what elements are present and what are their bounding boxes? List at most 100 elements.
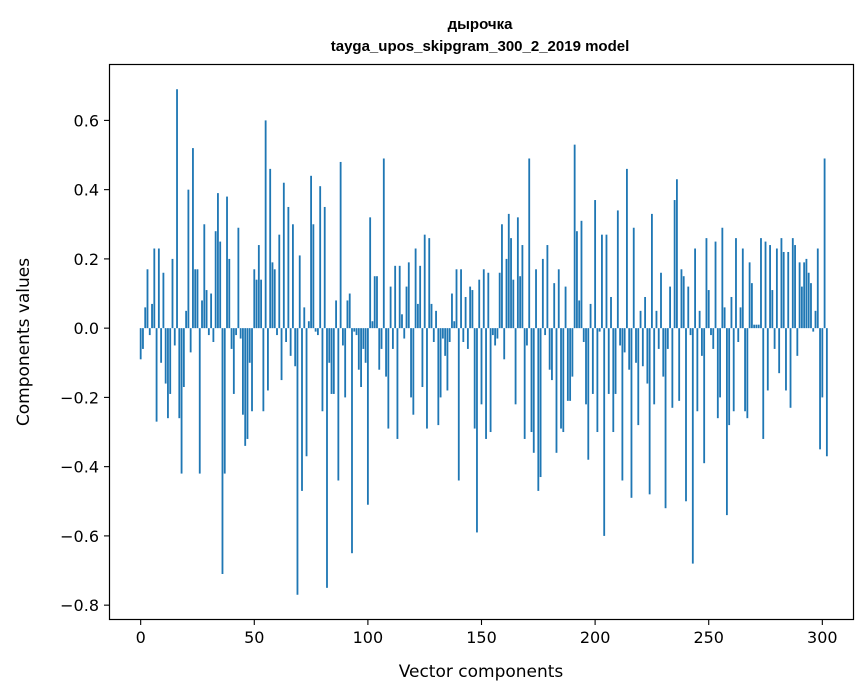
bar-273: [760, 238, 762, 329]
bar-105: [378, 328, 381, 370]
bar-98: [362, 328, 365, 349]
bar-33: [214, 231, 217, 329]
bar-175: [537, 328, 540, 491]
bar-121: [414, 248, 417, 329]
bar-292: [803, 262, 806, 329]
bar-53: [260, 279, 263, 329]
bar-76: [312, 224, 315, 329]
x-tick-label: 200: [580, 628, 611, 647]
bar-285: [787, 251, 790, 329]
bar-119: [410, 328, 412, 398]
x-tick-label: 100: [353, 628, 384, 647]
bar-95: [355, 328, 358, 336]
bar-120: [412, 328, 415, 415]
bar-235: [673, 200, 676, 329]
bar-29: [205, 290, 208, 329]
y-axis-ticks: −0.8 −0.6 −0.4 −0.2 0.0 0.2 0.4 0.6: [60, 111, 110, 615]
bar-137: [451, 293, 453, 329]
x-axis-ticks: 0 50 100 150 200 250 300: [136, 619, 838, 647]
bar-23: [192, 148, 194, 329]
bar-2: [144, 307, 147, 329]
bar-247: [700, 328, 703, 356]
bar-61: [278, 234, 281, 329]
bar-263: [737, 328, 740, 342]
bar-20: [185, 310, 188, 329]
bar-169: [523, 328, 526, 439]
bar-65: [287, 206, 290, 329]
bar-280: [775, 248, 778, 329]
x-tick-label: 300: [807, 628, 838, 647]
bar-101: [369, 217, 372, 329]
bar-73: [305, 328, 308, 457]
bar-213: [623, 328, 626, 353]
y-tick-label: −0.6: [60, 527, 99, 546]
bar-252: [712, 328, 715, 349]
bar-10: [162, 272, 165, 329]
x-tick-label: 150: [466, 628, 497, 647]
bar-125: [423, 234, 426, 329]
bar-217: [632, 227, 635, 329]
bar-298: [816, 248, 819, 329]
bar-146: [471, 290, 474, 329]
bar-69: [296, 328, 299, 595]
bar-19: [182, 328, 185, 388]
bar-282: [780, 238, 783, 329]
bar-272: [757, 324, 760, 329]
bar-236: [676, 179, 678, 329]
x-axis-label: Vector components: [399, 662, 564, 682]
bar-87: [337, 328, 340, 481]
bar-1: [142, 328, 144, 349]
y-tick-label: −0.2: [60, 388, 99, 407]
bar-129: [432, 328, 435, 342]
bar-122: [416, 303, 419, 329]
bar-21: [187, 189, 190, 329]
bar-90: [344, 328, 347, 398]
bar-208: [612, 328, 615, 433]
bar-44: [239, 328, 242, 339]
bar-70: [298, 255, 301, 329]
bar-295: [810, 283, 812, 329]
bar-88: [339, 161, 342, 329]
bar-110: [389, 286, 392, 329]
bar-246: [698, 310, 701, 329]
bar-47: [246, 328, 249, 439]
bar-75: [310, 175, 312, 329]
bar-284: [785, 328, 787, 391]
bar-115: [401, 314, 403, 329]
bar-106: [380, 328, 383, 349]
bar-15: [173, 328, 176, 346]
bar-93: [351, 328, 353, 554]
bar-294: [807, 272, 810, 329]
bar-204: [603, 328, 606, 536]
bar-71: [301, 328, 303, 491]
bar-291: [800, 286, 803, 329]
bar-84: [330, 328, 333, 394]
bar-153: [487, 272, 490, 329]
bar-240: [685, 328, 687, 502]
bar-151: [482, 269, 485, 329]
bar-145: [469, 286, 472, 329]
bar-191: [573, 144, 576, 329]
bar-8: [157, 248, 160, 329]
bar-184: [557, 269, 560, 329]
bar-43: [237, 227, 240, 329]
bar-30: [207, 328, 210, 336]
bars-group: [139, 89, 828, 595]
bar-234: [671, 328, 674, 408]
bar-228: [657, 328, 660, 349]
bar-179: [546, 245, 549, 329]
bar-245: [696, 328, 699, 412]
bar-261: [732, 328, 735, 412]
bar-227: [655, 310, 658, 329]
bar-9: [160, 328, 163, 363]
bar-103: [373, 276, 376, 329]
bar-170: [526, 328, 528, 346]
bar-277: [769, 245, 771, 329]
bar-155: [491, 328, 494, 336]
bar-55: [264, 120, 267, 329]
bar-48: [248, 328, 251, 363]
bar-258: [725, 328, 728, 516]
bar-147: [473, 328, 476, 429]
bar-86: [335, 300, 337, 329]
